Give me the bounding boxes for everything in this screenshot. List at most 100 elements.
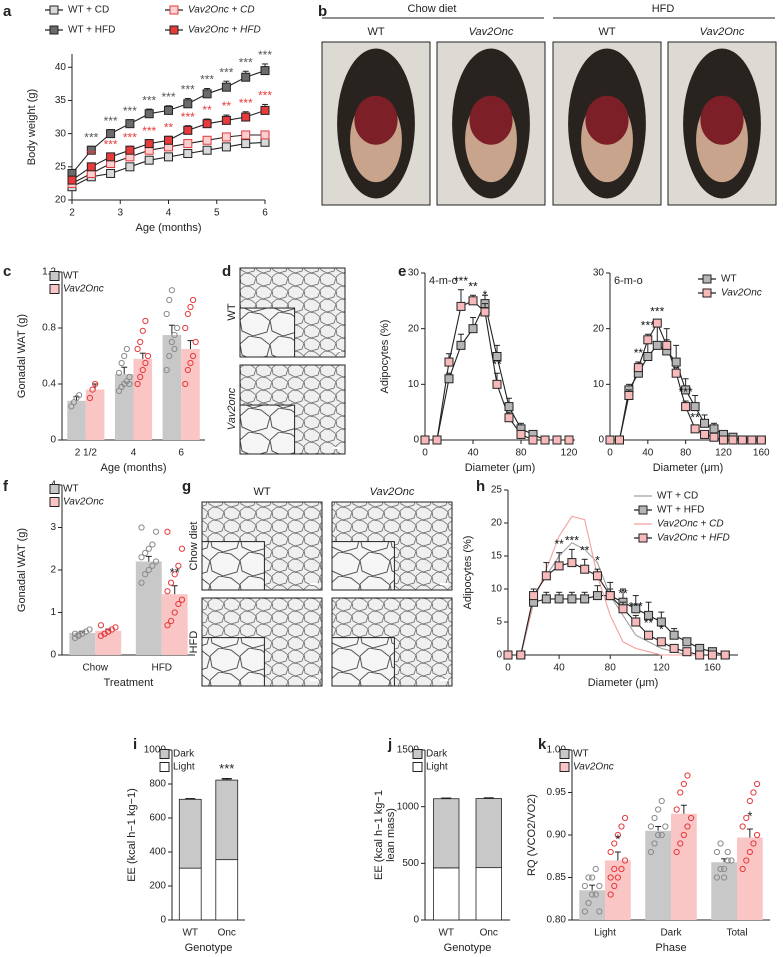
- data-point: [724, 848, 731, 856]
- marker: [241, 139, 251, 149]
- marker: [86, 162, 96, 172]
- y-tick-label: 800: [149, 779, 166, 790]
- panel-letter: b: [318, 3, 327, 20]
- x-axis-label: Phase: [655, 942, 686, 954]
- data-point: [138, 579, 145, 586]
- photo-mouse-organs: [585, 95, 629, 145]
- marker: [695, 650, 705, 660]
- bar: [133, 358, 153, 440]
- data-point: [611, 840, 618, 847]
- x-tick-label: 160: [753, 448, 770, 459]
- data-point: [118, 359, 125, 367]
- marker: [86, 145, 96, 155]
- x-tick-label: 2: [69, 208, 75, 219]
- bar: [67, 400, 86, 440]
- marker: [183, 139, 193, 149]
- marker: [144, 139, 154, 149]
- legend-swatch: [638, 505, 648, 515]
- marker: [444, 374, 454, 384]
- data-point: [138, 554, 145, 561]
- marker: [221, 132, 231, 142]
- data-point: [142, 571, 149, 578]
- data-point: [145, 566, 152, 574]
- data-point: [651, 840, 658, 847]
- data-point: [149, 562, 156, 569]
- y-tick-label: 1500: [397, 745, 420, 756]
- bar-segment: [433, 798, 460, 869]
- x-tick-label: 80: [605, 663, 617, 674]
- marker: [624, 390, 634, 400]
- marker: [202, 135, 212, 145]
- bar: [85, 389, 105, 440]
- data-point: [607, 874, 614, 881]
- x-tick-label: Dark: [660, 928, 682, 939]
- significance: ***: [104, 138, 118, 152]
- y-tick-label: 5: [496, 617, 502, 628]
- photo-label: WT: [367, 26, 384, 38]
- y-tick-label: 0: [496, 650, 502, 661]
- panel-letter: j: [387, 736, 392, 753]
- data-point: [743, 814, 750, 822]
- data-point: [743, 857, 750, 864]
- marker: [592, 591, 602, 601]
- significance: ***: [200, 73, 214, 87]
- legend-label: Vav2Onc: [573, 762, 614, 773]
- x-tick-label: 40: [642, 448, 654, 459]
- data-point: [724, 857, 731, 864]
- data-point: [728, 857, 735, 864]
- marker: [528, 435, 538, 445]
- x-tick-label: 6: [178, 448, 184, 459]
- marker: [671, 357, 681, 367]
- data-point: [677, 840, 684, 847]
- data-point: [680, 831, 687, 839]
- marker: [468, 296, 478, 306]
- bar: [645, 830, 671, 920]
- data-point: [167, 579, 175, 586]
- x-tick-label: 0: [607, 448, 613, 459]
- significance: **: [170, 565, 180, 580]
- panel-letter: e: [398, 263, 406, 280]
- legend-swatch: [702, 274, 712, 284]
- y-axis-label: lean mass): [385, 808, 397, 862]
- y-tick-label: 30: [55, 128, 67, 139]
- panel-letter: i: [133, 736, 137, 753]
- marker: [504, 402, 514, 412]
- data-point: [182, 380, 189, 388]
- marker: [652, 340, 662, 350]
- legend-label: Vav2Onc + CD: [188, 5, 255, 16]
- bar-segment: [215, 859, 239, 921]
- marker: [554, 594, 564, 604]
- data-point: [163, 310, 170, 318]
- legend-label: WT: [721, 274, 737, 285]
- marker: [567, 594, 577, 604]
- x-axis-label: Diameter (μm): [588, 677, 659, 689]
- data-point: [750, 840, 757, 847]
- data-point: [596, 882, 603, 890]
- marker: [756, 435, 766, 445]
- data-point: [164, 588, 171, 595]
- x-tick-label: Onc: [480, 928, 498, 939]
- photo-label: WT: [598, 26, 615, 38]
- data-point: [658, 831, 665, 839]
- legend-swatch: [159, 749, 170, 759]
- significance: ***: [258, 89, 272, 103]
- photo-mouse-organs: [700, 95, 744, 145]
- data-point: [89, 386, 96, 393]
- panel-letter: h: [476, 478, 485, 495]
- marker: [618, 604, 628, 614]
- data-point: [76, 392, 83, 399]
- marker: [221, 82, 231, 92]
- subtitle: 4-m-o: [429, 275, 458, 287]
- bar-segment: [178, 867, 202, 921]
- data-point: [149, 541, 156, 548]
- data-point: [92, 380, 99, 388]
- data-point: [112, 624, 119, 631]
- data-point: [86, 626, 93, 633]
- marker: [720, 650, 730, 660]
- data-point: [137, 373, 144, 381]
- y-tick-label: 0.80: [547, 915, 567, 926]
- data-point: [621, 814, 629, 822]
- legend-swatch: [49, 484, 60, 494]
- panel-letter: d: [222, 263, 231, 280]
- y-axis-label: Gonadal WAT (g): [16, 528, 28, 612]
